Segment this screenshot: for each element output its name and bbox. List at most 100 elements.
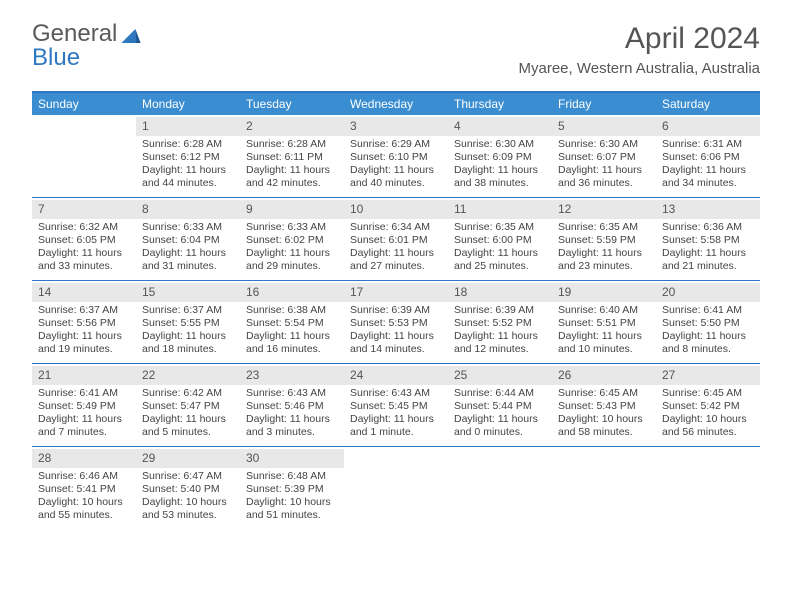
- calendar-day-cell: 5Sunrise: 6:30 AMSunset: 6:07 PMDaylight…: [552, 115, 656, 197]
- day-headers-row: Sunday Monday Tuesday Wednesday Thursday…: [32, 93, 760, 115]
- day-number: 28: [32, 449, 136, 468]
- daylight-text: Daylight: 11 hours: [142, 330, 234, 343]
- daylight-text: Daylight: 11 hours: [142, 413, 234, 426]
- sunrise-text: Sunrise: 6:33 AM: [142, 221, 234, 234]
- daylight-text: and 42 minutes.: [246, 177, 338, 190]
- day-number: 24: [344, 366, 448, 385]
- calendar-day-cell: 14Sunrise: 6:37 AMSunset: 5:56 PMDayligh…: [32, 281, 136, 363]
- sunrise-text: Sunrise: 6:37 AM: [38, 304, 130, 317]
- day-header: Tuesday: [240, 93, 344, 115]
- calendar-day-cell: 6Sunrise: 6:31 AMSunset: 6:06 PMDaylight…: [656, 115, 760, 197]
- daylight-text: Daylight: 10 hours: [558, 413, 650, 426]
- sunrise-text: Sunrise: 6:33 AM: [246, 221, 338, 234]
- sunset-text: Sunset: 5:50 PM: [662, 317, 754, 330]
- calendar-empty-cell: [656, 447, 760, 529]
- sunset-text: Sunset: 5:49 PM: [38, 400, 130, 413]
- sunrise-text: Sunrise: 6:43 AM: [246, 387, 338, 400]
- calendar-day-cell: 26Sunrise: 6:45 AMSunset: 5:43 PMDayligh…: [552, 364, 656, 446]
- daylight-text: Daylight: 11 hours: [246, 164, 338, 177]
- sunset-text: Sunset: 6:02 PM: [246, 234, 338, 247]
- daylight-text: and 5 minutes.: [142, 426, 234, 439]
- daylight-text: Daylight: 11 hours: [558, 330, 650, 343]
- calendar-day-cell: 12Sunrise: 6:35 AMSunset: 5:59 PMDayligh…: [552, 198, 656, 280]
- daylight-text: and 10 minutes.: [558, 343, 650, 356]
- sunset-text: Sunset: 6:11 PM: [246, 151, 338, 164]
- calendar-day-cell: 8Sunrise: 6:33 AMSunset: 6:04 PMDaylight…: [136, 198, 240, 280]
- daylight-text: and 19 minutes.: [38, 343, 130, 356]
- sunset-text: Sunset: 5:44 PM: [454, 400, 546, 413]
- daylight-text: and 16 minutes.: [246, 343, 338, 356]
- calendar-day-cell: 1Sunrise: 6:28 AMSunset: 6:12 PMDaylight…: [136, 115, 240, 197]
- daylight-text: and 0 minutes.: [454, 426, 546, 439]
- daylight-text: Daylight: 11 hours: [454, 247, 546, 260]
- sunset-text: Sunset: 5:43 PM: [558, 400, 650, 413]
- sunset-text: Sunset: 5:41 PM: [38, 483, 130, 496]
- daylight-text: and 18 minutes.: [142, 343, 234, 356]
- calendar-day-cell: 21Sunrise: 6:41 AMSunset: 5:49 PMDayligh…: [32, 364, 136, 446]
- calendar-week-row: 28Sunrise: 6:46 AMSunset: 5:41 PMDayligh…: [32, 446, 760, 529]
- calendar: Sunday Monday Tuesday Wednesday Thursday…: [32, 91, 760, 529]
- daylight-text: and 33 minutes.: [38, 260, 130, 273]
- logo: GeneralBlue: [32, 22, 141, 70]
- daylight-text: Daylight: 11 hours: [246, 247, 338, 260]
- sunrise-text: Sunrise: 6:32 AM: [38, 221, 130, 234]
- sunset-text: Sunset: 5:54 PM: [246, 317, 338, 330]
- calendar-day-cell: 11Sunrise: 6:35 AMSunset: 6:00 PMDayligh…: [448, 198, 552, 280]
- title-block: April 2024 Myaree, Western Australia, Au…: [519, 22, 761, 77]
- sunrise-text: Sunrise: 6:39 AM: [350, 304, 442, 317]
- sunrise-text: Sunrise: 6:34 AM: [350, 221, 442, 234]
- sunset-text: Sunset: 5:55 PM: [142, 317, 234, 330]
- sunset-text: Sunset: 6:04 PM: [142, 234, 234, 247]
- sunset-text: Sunset: 5:40 PM: [142, 483, 234, 496]
- calendar-day-cell: 22Sunrise: 6:42 AMSunset: 5:47 PMDayligh…: [136, 364, 240, 446]
- calendar-day-cell: 16Sunrise: 6:38 AMSunset: 5:54 PMDayligh…: [240, 281, 344, 363]
- calendar-day-cell: 18Sunrise: 6:39 AMSunset: 5:52 PMDayligh…: [448, 281, 552, 363]
- sunrise-text: Sunrise: 6:39 AM: [454, 304, 546, 317]
- daylight-text: and 51 minutes.: [246, 509, 338, 522]
- daylight-text: Daylight: 11 hours: [350, 247, 442, 260]
- calendar-day-cell: 4Sunrise: 6:30 AMSunset: 6:09 PMDaylight…: [448, 115, 552, 197]
- sunset-text: Sunset: 5:52 PM: [454, 317, 546, 330]
- day-number: 29: [136, 449, 240, 468]
- daylight-text: Daylight: 11 hours: [350, 164, 442, 177]
- sunrise-text: Sunrise: 6:37 AM: [142, 304, 234, 317]
- sunrise-text: Sunrise: 6:41 AM: [662, 304, 754, 317]
- sunset-text: Sunset: 5:42 PM: [662, 400, 754, 413]
- day-number: 26: [552, 366, 656, 385]
- daylight-text: and 21 minutes.: [662, 260, 754, 273]
- calendar-week-row: 7Sunrise: 6:32 AMSunset: 6:05 PMDaylight…: [32, 197, 760, 280]
- sunset-text: Sunset: 5:45 PM: [350, 400, 442, 413]
- day-number: 25: [448, 366, 552, 385]
- day-number: 27: [656, 366, 760, 385]
- daylight-text: Daylight: 11 hours: [350, 330, 442, 343]
- daylight-text: and 3 minutes.: [246, 426, 338, 439]
- daylight-text: and 29 minutes.: [246, 260, 338, 273]
- calendar-day-cell: 30Sunrise: 6:48 AMSunset: 5:39 PMDayligh…: [240, 447, 344, 529]
- daylight-text: and 40 minutes.: [350, 177, 442, 190]
- calendar-empty-cell: [448, 447, 552, 529]
- daylight-text: Daylight: 10 hours: [142, 496, 234, 509]
- day-number: 3: [344, 117, 448, 136]
- calendar-week-row: 14Sunrise: 6:37 AMSunset: 5:56 PMDayligh…: [32, 280, 760, 363]
- daylight-text: Daylight: 11 hours: [454, 164, 546, 177]
- sunrise-text: Sunrise: 6:41 AM: [38, 387, 130, 400]
- sunset-text: Sunset: 6:01 PM: [350, 234, 442, 247]
- daylight-text: Daylight: 11 hours: [38, 247, 130, 260]
- sunrise-text: Sunrise: 6:28 AM: [142, 138, 234, 151]
- day-number: 8: [136, 200, 240, 219]
- daylight-text: and 1 minute.: [350, 426, 442, 439]
- day-number: 13: [656, 200, 760, 219]
- logo-text-general: General: [32, 20, 117, 47]
- sunrise-text: Sunrise: 6:44 AM: [454, 387, 546, 400]
- day-number: 2: [240, 117, 344, 136]
- day-number: 4: [448, 117, 552, 136]
- sunrise-text: Sunrise: 6:35 AM: [454, 221, 546, 234]
- sunrise-text: Sunrise: 6:40 AM: [558, 304, 650, 317]
- calendar-week-row: 1Sunrise: 6:28 AMSunset: 6:12 PMDaylight…: [32, 115, 760, 197]
- sunset-text: Sunset: 5:56 PM: [38, 317, 130, 330]
- sunset-text: Sunset: 6:12 PM: [142, 151, 234, 164]
- daylight-text: and 8 minutes.: [662, 343, 754, 356]
- calendar-day-cell: 25Sunrise: 6:44 AMSunset: 5:44 PMDayligh…: [448, 364, 552, 446]
- daylight-text: Daylight: 11 hours: [558, 164, 650, 177]
- day-number: 14: [32, 283, 136, 302]
